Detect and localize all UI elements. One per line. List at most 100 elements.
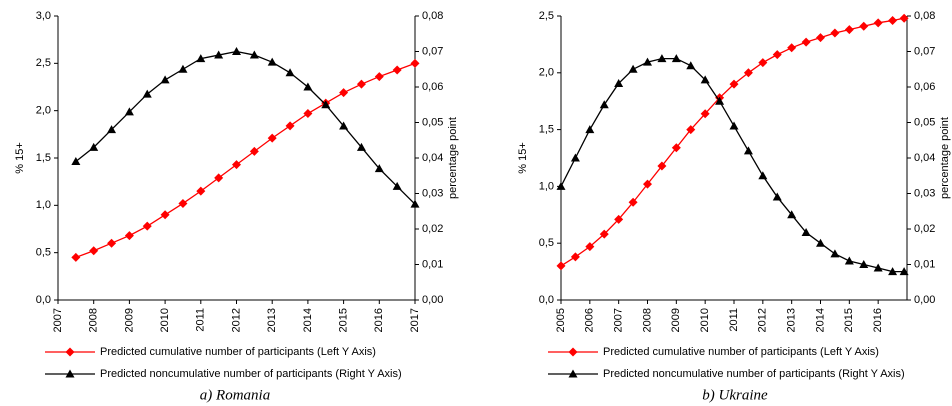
data-point: [107, 125, 117, 134]
data-point: [830, 249, 840, 258]
data-point: [89, 246, 99, 256]
y2-tick-label: 0,01: [914, 258, 935, 270]
y-tick-label: 2,0: [539, 67, 554, 79]
x-tick-label: 2016: [373, 308, 385, 332]
data-point: [232, 160, 241, 170]
data-point: [285, 121, 295, 131]
data-point: [142, 221, 152, 231]
data-point: [899, 267, 909, 276]
data-point: [556, 181, 566, 190]
y2-tick-label: 0,04: [422, 152, 443, 164]
data-point: [844, 25, 854, 35]
data-point: [729, 121, 739, 130]
data-point: [643, 57, 652, 66]
data-point: [410, 199, 420, 208]
series-line: [560, 57, 905, 273]
data-point: [657, 54, 667, 63]
series-line: [75, 62, 416, 259]
x-tick-label: 2006: [584, 308, 596, 332]
data-point: [321, 100, 331, 109]
data-point: [700, 75, 710, 84]
x-tick-label: 2010: [159, 308, 171, 332]
x-tick-label: 2005: [555, 308, 567, 332]
data-point: [585, 125, 595, 134]
data-point: [570, 252, 580, 262]
data-point: [356, 79, 366, 89]
data-point: [873, 18, 883, 28]
series-line: [75, 50, 416, 205]
data-point: [160, 75, 170, 84]
y-tick-label: 2,5: [36, 57, 51, 69]
y2-tick-label: 0,04: [914, 152, 935, 164]
data-point: [599, 100, 609, 109]
data-point: [374, 164, 384, 173]
data-point: [89, 142, 99, 151]
y-tick-label: 1,5: [539, 124, 554, 136]
y-tick-label: 1,0: [539, 180, 554, 192]
data-point: [801, 228, 811, 237]
y-tick-label: 3,0: [36, 10, 51, 22]
y2-tick-label: 0,06: [914, 81, 935, 93]
data-point: [124, 107, 134, 116]
x-tick-label: 2015: [843, 308, 855, 332]
data-point: [628, 197, 638, 207]
x-tick-label: 2009: [123, 308, 135, 332]
data-point: [232, 47, 241, 55]
data-point: [873, 263, 883, 272]
x-tick-label: 2008: [641, 308, 653, 332]
data-point: [686, 61, 696, 70]
y2-tick-label: 0,00: [914, 294, 935, 306]
y-axis-label: % 15+: [517, 142, 529, 174]
data-point: [899, 13, 909, 23]
y-tick-label: 1,0: [36, 199, 51, 211]
data-point: [772, 192, 782, 201]
x-tick-label: 2013: [266, 308, 278, 332]
data-point: [700, 109, 710, 119]
data-point: [643, 179, 652, 189]
data-point: [715, 96, 725, 105]
y-tick-label: 0,0: [539, 294, 554, 306]
data-point: [556, 261, 566, 271]
x-tick-label: 2014: [302, 308, 314, 332]
y-tick-label: 2,5: [539, 10, 554, 22]
data-point: [729, 79, 739, 89]
y2-tick-label: 0,08: [422, 10, 443, 22]
data-point: [303, 109, 313, 119]
data-point: [859, 21, 869, 31]
data-point: [249, 50, 259, 59]
x-tick-label: 2014: [814, 308, 826, 332]
y2-tick-label: 0,01: [422, 258, 443, 270]
x-tick-label: 2013: [786, 308, 798, 332]
data-point: [160, 210, 170, 220]
legend-label: Predicted noncumulative number of partic…: [603, 368, 905, 380]
data-point: [888, 16, 898, 26]
data-point: [614, 214, 624, 224]
legend-marker: [65, 347, 75, 357]
y2-axis-label: percentage point: [939, 117, 951, 199]
y2-tick-label: 0,06: [422, 81, 443, 93]
x-tick-label: 2012: [757, 308, 769, 332]
chart-caption: b) Ukraine: [702, 387, 768, 403]
y2-tick-label: 0,00: [422, 294, 443, 306]
data-point: [107, 238, 117, 248]
data-point: [657, 161, 667, 171]
legend-marker: [568, 369, 578, 378]
data-point: [285, 68, 295, 77]
x-tick-label: 2007: [52, 308, 64, 332]
data-point: [787, 210, 797, 219]
y2-tick-label: 0,07: [914, 45, 935, 57]
x-tick-label: 2012: [230, 308, 242, 332]
data-point: [758, 171, 768, 180]
y2-tick-label: 0,07: [422, 45, 443, 57]
y-tick-label: 1,5: [36, 152, 51, 164]
data-point: [214, 173, 224, 183]
y2-tick-label: 0,05: [914, 116, 935, 128]
x-tick-label: 2017: [409, 308, 421, 332]
data-point: [686, 125, 696, 135]
data-point: [570, 153, 580, 162]
data-point: [71, 157, 81, 166]
x-tick-label: 2011: [195, 308, 207, 332]
data-point: [816, 33, 825, 43]
data-point: [267, 57, 277, 66]
